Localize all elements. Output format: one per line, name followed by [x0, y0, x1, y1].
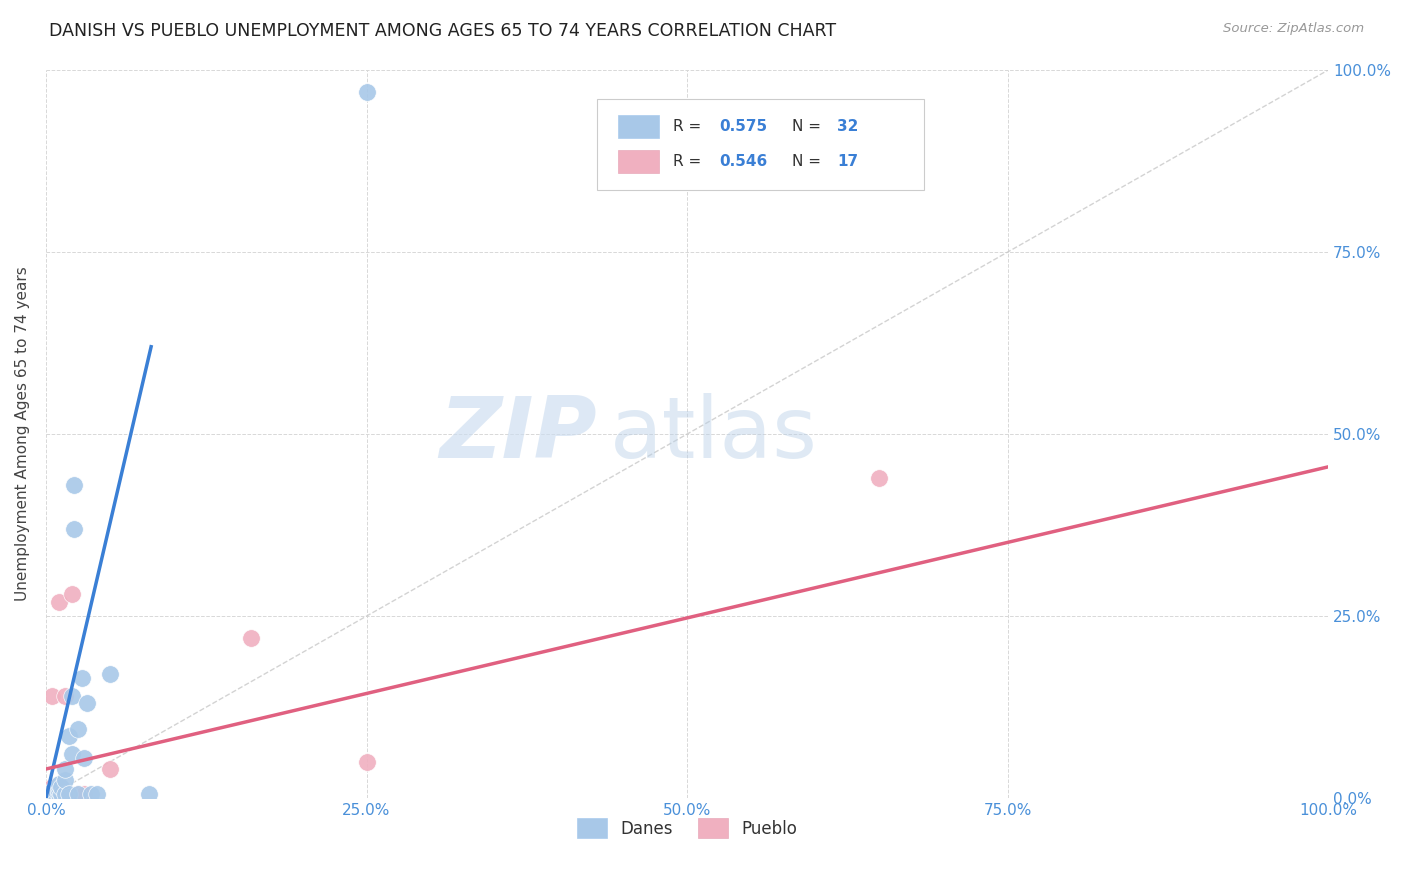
Point: [48, 594, 70, 608]
FancyBboxPatch shape: [617, 115, 659, 138]
Point: [98, 667, 121, 681]
Text: R =: R =: [673, 154, 706, 169]
Text: ZIP: ZIP: [440, 392, 598, 475]
Legend: Danes, Pueblo: Danes, Pueblo: [571, 812, 804, 845]
Point: [66, 722, 89, 736]
FancyBboxPatch shape: [598, 99, 924, 190]
Text: R =: R =: [673, 120, 706, 135]
Text: atlas: atlas: [610, 392, 818, 475]
Point: [41, 785, 63, 799]
Point: [356, 85, 378, 99]
Point: [41, 784, 63, 798]
Point: [41, 788, 63, 802]
Point: [53, 788, 76, 802]
Point: [48, 784, 70, 798]
Point: [41, 788, 63, 802]
Point: [45, 788, 67, 802]
Point: [66, 788, 89, 802]
Point: [53, 788, 76, 802]
Point: [98, 762, 121, 776]
Point: [41, 788, 63, 802]
Y-axis label: Unemployment Among Ages 65 to 74 years: Unemployment Among Ages 65 to 74 years: [15, 267, 30, 601]
Point: [80, 788, 103, 802]
Point: [48, 788, 70, 802]
Point: [86, 788, 108, 802]
Text: 17: 17: [837, 154, 858, 169]
Point: [53, 690, 76, 704]
Point: [53, 772, 76, 787]
Text: Source: ZipAtlas.com: Source: ZipAtlas.com: [1223, 22, 1364, 36]
Text: N =: N =: [792, 154, 827, 169]
Point: [45, 788, 67, 802]
Point: [60, 587, 83, 601]
Point: [240, 631, 263, 645]
Point: [45, 784, 67, 798]
Point: [63, 478, 86, 492]
Point: [53, 762, 76, 776]
Text: 32: 32: [837, 120, 859, 135]
Point: [70, 671, 93, 685]
Text: 0.546: 0.546: [718, 154, 768, 169]
Point: [60, 690, 83, 704]
Point: [868, 471, 890, 485]
FancyBboxPatch shape: [617, 150, 659, 173]
Point: [138, 788, 160, 802]
Point: [73, 751, 96, 765]
Text: DANISH VS PUEBLO UNEMPLOYMENT AMONG AGES 65 TO 74 YEARS CORRELATION CHART: DANISH VS PUEBLO UNEMPLOYMENT AMONG AGES…: [49, 22, 837, 40]
Point: [51, 780, 73, 795]
Point: [63, 522, 86, 536]
Point: [41, 788, 63, 802]
Text: 0.575: 0.575: [718, 120, 768, 135]
Point: [41, 690, 63, 704]
Point: [66, 788, 89, 802]
Text: N =: N =: [792, 120, 827, 135]
Point: [73, 788, 96, 802]
Point: [76, 697, 98, 711]
Point: [48, 780, 70, 795]
Point: [48, 788, 70, 802]
Point: [60, 747, 83, 762]
Point: [51, 788, 73, 802]
Point: [356, 755, 378, 769]
Point: [58, 729, 80, 743]
Point: [48, 776, 70, 790]
Point: [41, 785, 63, 799]
Point: [48, 784, 70, 798]
Point: [58, 788, 80, 802]
Point: [41, 780, 63, 795]
